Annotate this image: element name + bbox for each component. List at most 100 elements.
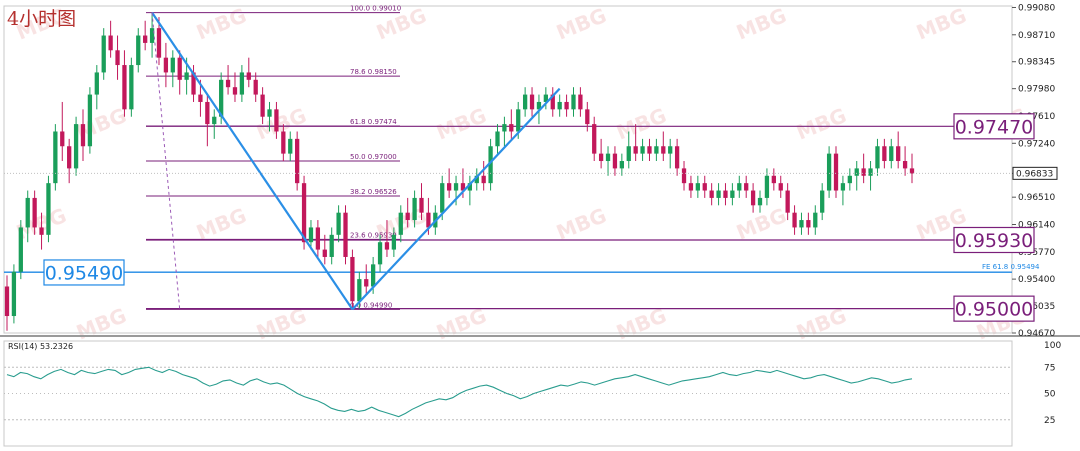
candle-body bbox=[771, 175, 776, 184]
candle-body bbox=[806, 220, 811, 228]
candle-body bbox=[308, 227, 314, 243]
candle-body bbox=[854, 168, 859, 176]
candle-body bbox=[205, 101, 210, 125]
fib-level-label: 0.0 0.94990 bbox=[350, 301, 392, 309]
candle-body bbox=[598, 153, 604, 162]
candle-body bbox=[909, 168, 915, 174]
price-tick-label: 0.97610 bbox=[1018, 112, 1055, 122]
candle-body bbox=[274, 109, 279, 132]
candle-body bbox=[536, 101, 542, 110]
candle-body bbox=[785, 190, 790, 213]
candle-body bbox=[557, 101, 562, 110]
candle-body bbox=[820, 190, 825, 213]
candle-body bbox=[757, 197, 763, 206]
price-tick-label: 0.99080 bbox=[1018, 3, 1055, 13]
candle-body bbox=[198, 94, 203, 102]
key-level-value: 0.97470 bbox=[955, 116, 1034, 138]
candle-body bbox=[295, 138, 300, 184]
candle-body bbox=[723, 190, 728, 198]
price-tick-label: 0.97240 bbox=[1018, 139, 1055, 149]
candle-body bbox=[633, 146, 638, 154]
fib-level-label: 23.6 0.95939 bbox=[350, 231, 397, 239]
candle-body bbox=[94, 72, 99, 95]
candle-body bbox=[329, 234, 334, 257]
candle-body bbox=[550, 94, 555, 110]
candle-body bbox=[495, 131, 500, 147]
candle-body bbox=[902, 161, 908, 169]
candle-body bbox=[80, 124, 86, 147]
trend-drawings bbox=[151, 12, 561, 311]
candle-body bbox=[481, 175, 486, 184]
candle-body bbox=[108, 35, 113, 51]
candle-body bbox=[764, 175, 770, 198]
candle-body bbox=[868, 168, 873, 176]
candle-body bbox=[585, 109, 590, 125]
candle-body bbox=[281, 131, 286, 154]
price-tick-label: 0.96510 bbox=[1018, 193, 1055, 203]
candle-body bbox=[143, 35, 148, 43]
candle-body bbox=[384, 242, 390, 250]
price-tick-label: 0.95035 bbox=[1018, 302, 1055, 312]
candle-body bbox=[322, 249, 327, 257]
candle-body bbox=[516, 109, 521, 132]
candle-body bbox=[364, 279, 369, 287]
candle-body bbox=[350, 256, 355, 302]
candle-body bbox=[163, 57, 169, 73]
candle-body bbox=[129, 65, 134, 110]
candle-body bbox=[253, 79, 258, 95]
chart-title: 4小时图 bbox=[7, 8, 76, 30]
candle-body bbox=[474, 175, 479, 184]
rsi-line bbox=[6, 366, 913, 418]
candle-body bbox=[702, 183, 707, 191]
candle-body bbox=[488, 146, 493, 184]
candle-body bbox=[467, 183, 473, 191]
candle-body bbox=[11, 271, 17, 317]
candle-body bbox=[60, 131, 65, 147]
candle-body bbox=[357, 279, 362, 302]
candle-body bbox=[101, 35, 106, 73]
candle-body bbox=[460, 183, 466, 191]
candle-body bbox=[246, 72, 251, 80]
candle-body bbox=[115, 50, 120, 66]
candle-body bbox=[799, 220, 804, 228]
candle-body bbox=[813, 212, 818, 228]
candle-body bbox=[32, 197, 37, 228]
rsi-panel: 100 75 50 25 RSI(14) 53.2326 bbox=[4, 341, 1061, 426]
candle-body bbox=[426, 212, 431, 228]
price-axis: 0.99080 0.98710 0.98345 0.97980 0.97610 0.972… bbox=[4, 3, 1058, 339]
candle-body bbox=[377, 242, 383, 265]
candle-body bbox=[695, 183, 700, 191]
key-level-box bbox=[953, 226, 1035, 254]
current-price-label: 0.96833 bbox=[1016, 169, 1053, 179]
key-level-value: 0.95000 bbox=[955, 299, 1034, 321]
candle-body bbox=[18, 227, 23, 272]
candle-body bbox=[412, 197, 417, 221]
candle-body bbox=[288, 138, 293, 154]
candle-body bbox=[405, 212, 410, 221]
candle-body bbox=[730, 190, 735, 198]
candle-body bbox=[592, 124, 597, 154]
price-tick-label: 0.96140 bbox=[1018, 220, 1055, 230]
candle-body bbox=[267, 109, 272, 117]
downtrend-line bbox=[151, 12, 354, 310]
fe-level-label: FE 61.8 0.95494 bbox=[982, 263, 1040, 271]
grid-layer bbox=[0, 5, 1080, 447]
candle-body bbox=[371, 264, 376, 287]
candle-body bbox=[792, 212, 797, 228]
candle-body bbox=[336, 212, 341, 235]
candle-body bbox=[826, 153, 832, 191]
fib-trend-dashed bbox=[151, 12, 181, 310]
candle-body bbox=[260, 94, 265, 117]
rsi-label: RSI(14) 53.2326 bbox=[8, 342, 73, 351]
candle-body bbox=[605, 153, 611, 162]
price-tick-label: 0.98710 bbox=[1018, 31, 1055, 41]
candlestick-series bbox=[4, 12, 915, 331]
candle-body bbox=[688, 183, 694, 191]
candle-body bbox=[149, 28, 155, 43]
candle-body bbox=[170, 57, 175, 73]
candle-body bbox=[654, 146, 659, 154]
candle-body bbox=[419, 197, 424, 213]
current-price-box bbox=[1012, 166, 1058, 180]
key-level-value: 0.95930 bbox=[955, 230, 1034, 252]
